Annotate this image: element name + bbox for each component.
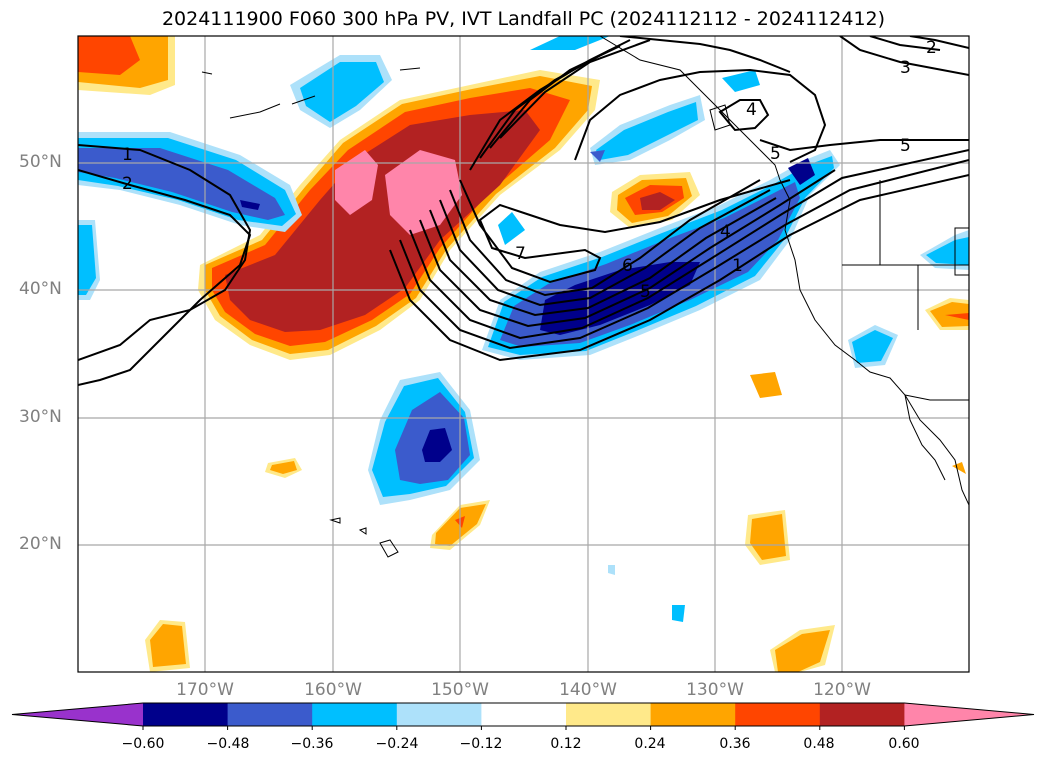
- colorbar-tick: 0.48: [803, 736, 835, 752]
- lat-label-30n: 30°N: [19, 407, 62, 427]
- colorbar-bin: [735, 703, 821, 726]
- colorbar-bin: [312, 703, 398, 726]
- lat-label-40n: 40°N: [19, 279, 62, 299]
- map-frame: [77, 35, 970, 673]
- ivt-contours: [78, 36, 969, 386]
- colorbar-tick: 0.24: [634, 736, 666, 752]
- lon-label-130w: 130°W: [686, 680, 744, 700]
- colorbar-bin: [566, 703, 652, 726]
- colorbar-tick: −0.60: [121, 736, 165, 752]
- contour-label: 7: [515, 244, 526, 264]
- colorbar-bin: [481, 703, 567, 726]
- map-title: 2024111900 F060 300 hPa PV, IVT Landfall…: [161, 8, 886, 30]
- lon-label-120w: 120°W: [813, 680, 871, 700]
- contour-label: 3: [900, 58, 911, 78]
- colorbar-tick: −0.36: [290, 736, 334, 752]
- colorbar-tick: −0.48: [206, 736, 250, 752]
- colorbar-tick: 0.60: [888, 736, 920, 752]
- contour-label: 1: [732, 256, 743, 276]
- contour-label: 6: [622, 256, 633, 276]
- contour-label: 1: [122, 145, 133, 165]
- graticule: [78, 36, 969, 672]
- contour-label: 2: [926, 38, 937, 58]
- colorbar-tick: 0.36: [719, 736, 751, 752]
- lon-label-140w: 140°W: [559, 680, 617, 700]
- colorbar-bin: [650, 703, 736, 726]
- contour-label: 4: [746, 100, 757, 120]
- colorbar-tick: 0.12: [550, 736, 582, 752]
- map-canvas: [78, 36, 969, 672]
- lat-label-20n: 20°N: [19, 534, 62, 554]
- colorbar-tick: −0.24: [375, 736, 419, 752]
- lat-label-50n: 50°N: [19, 152, 62, 172]
- colorbar-bin: [396, 703, 482, 726]
- colorbar-bin: [227, 703, 313, 726]
- contour-label: 4: [720, 222, 731, 242]
- lon-label-150w: 150°W: [431, 680, 489, 700]
- colorbar: [11, 702, 1035, 730]
- pv-positive-shading: [78, 36, 969, 672]
- colorbar-bin: [143, 703, 229, 726]
- contour-label: 2: [122, 174, 133, 194]
- contour-label: 5: [640, 282, 651, 302]
- colorbar-tick: −0.12: [459, 736, 503, 752]
- lon-label-170w: 170°W: [176, 680, 234, 700]
- colorbar-bin: [819, 703, 905, 726]
- contour-label: 5: [770, 144, 781, 164]
- colorbar-extend-high: [904, 703, 1034, 726]
- contour-label: 5: [900, 136, 911, 156]
- colorbar-extend-low: [12, 703, 143, 726]
- lon-label-160w: 160°W: [304, 680, 362, 700]
